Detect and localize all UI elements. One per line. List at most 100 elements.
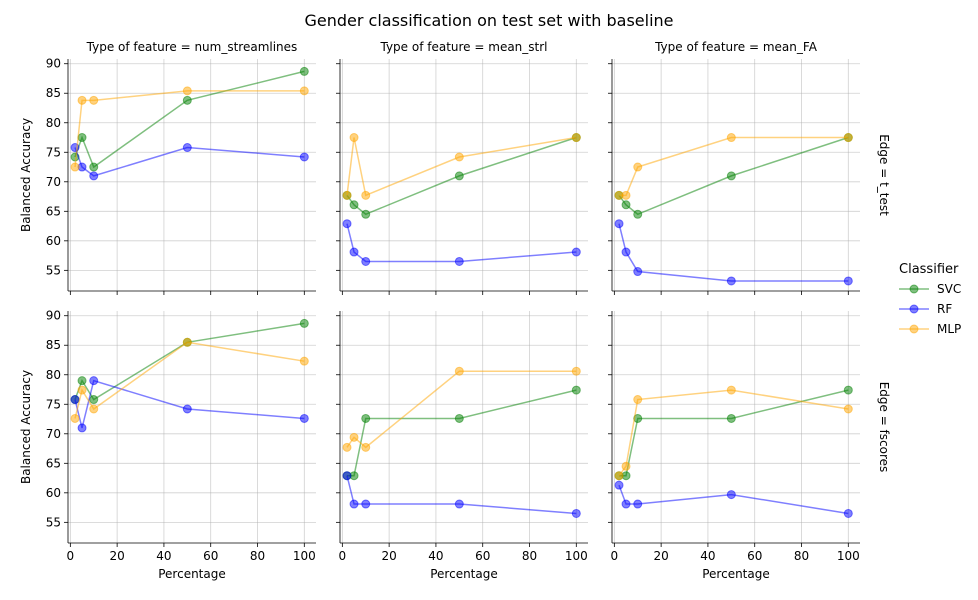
y-tick-label: 60 — [46, 234, 61, 248]
y-tick-label: 60 — [46, 486, 61, 500]
data-point-svc — [454, 413, 464, 423]
data-point-mlp — [361, 190, 371, 200]
data-point-rf — [571, 247, 581, 257]
x-axis-label: Percentage — [702, 567, 770, 581]
data-point-mlp — [89, 404, 99, 414]
data-point-mlp — [89, 95, 99, 105]
data-point-rf — [621, 499, 631, 509]
data-point-svc — [77, 133, 87, 143]
series-line-svc — [74, 70, 305, 169]
panel-title: Type of feature = num_streamlines — [86, 40, 298, 54]
legend-item-rf: RF — [899, 302, 952, 316]
data-point-rf — [182, 143, 192, 153]
data-point-mlp — [633, 395, 643, 405]
data-point-svc — [299, 318, 309, 328]
data-point-rf — [633, 499, 643, 509]
series-line-mlp — [619, 136, 849, 197]
legend: Classifier SVC RF MLP — [899, 262, 961, 336]
data-point-mlp — [726, 385, 736, 395]
x-tick-label: 20 — [653, 549, 668, 563]
data-point-mlp — [361, 442, 371, 452]
x-tick-label: 40 — [428, 549, 443, 563]
data-point-svc — [843, 385, 853, 395]
x-tick-label: 60 — [475, 549, 490, 563]
series-line-mlp — [346, 370, 577, 449]
y-axis-label: Balanced Accuracy — [19, 118, 33, 232]
panel-0: 55 60 65 70 75 80 85 90 Type of feature = num_st… — [19, 40, 316, 295]
data-point-svc — [454, 171, 464, 181]
data-point-rf — [454, 256, 464, 266]
series-line-rf — [618, 223, 849, 282]
data-point-svc — [77, 376, 87, 386]
panel-2: Type of feature = mean_FA Edge = t_test — [608, 40, 891, 295]
series-line-rf — [346, 223, 577, 263]
data-point-rf — [342, 471, 352, 481]
data-point-rf — [361, 256, 371, 266]
legend-item-mlp: MLP — [899, 322, 961, 336]
y-tick-label: 85 — [46, 338, 61, 352]
series-line-svc — [74, 322, 305, 401]
data-point-mlp — [621, 190, 631, 200]
panel-title: Type of feature = mean_strl — [379, 40, 547, 54]
y-tick-label: 70 — [46, 175, 61, 189]
series-line-mlp — [618, 389, 849, 477]
data-point-rf — [299, 152, 309, 162]
data-point-mlp — [571, 366, 581, 376]
data-point-svc — [726, 413, 736, 423]
data-point-rf — [349, 499, 359, 509]
panel-1: Type of feature = mean_strl — [336, 40, 588, 295]
data-point-rf — [726, 490, 736, 500]
x-tick-label: 100 — [837, 549, 860, 563]
data-point-svc — [89, 395, 99, 405]
y-tick-label: 90 — [46, 309, 61, 323]
data-point-rf — [621, 247, 631, 257]
x-tick-label: 0 — [339, 549, 347, 563]
data-point-rf — [571, 508, 581, 518]
data-point-mlp — [571, 133, 581, 143]
y-tick-label: 85 — [46, 86, 61, 100]
data-point-rf — [614, 480, 624, 490]
data-point-mlp — [299, 356, 309, 366]
legend-label: RF — [937, 302, 952, 316]
x-tick-label: 80 — [522, 549, 537, 563]
data-point-rf — [843, 276, 853, 286]
data-point-mlp — [349, 432, 359, 442]
series-line-svc — [347, 389, 577, 477]
legend-marker — [909, 304, 919, 314]
legend-label: MLP — [937, 322, 961, 336]
series-line-rf — [618, 484, 849, 515]
legend-label: SVC — [937, 282, 961, 296]
x-tick-label: 80 — [250, 549, 265, 563]
data-point-rf — [77, 423, 87, 433]
data-point-mlp — [349, 133, 359, 143]
data-point-mlp — [454, 366, 464, 376]
data-point-mlp — [70, 413, 80, 423]
y-tick-label: 75 — [46, 397, 61, 411]
data-point-rf — [342, 219, 352, 229]
data-point-svc — [349, 200, 359, 210]
data-point-rf — [70, 395, 80, 405]
figure-title: Gender classification on test set with b… — [304, 11, 673, 30]
y-tick-label: 75 — [46, 145, 61, 159]
x-axis-label: Percentage — [430, 567, 498, 581]
data-point-svc — [361, 209, 371, 219]
x-tick-label: 0 — [611, 549, 619, 563]
data-point-mlp — [342, 190, 352, 200]
data-point-svc — [633, 209, 643, 219]
panel-3: 0 20 40 60 80 100 55 60 65 70 75 80 85 90 Percentage Ba… — [19, 309, 316, 581]
panels: 55 60 65 70 75 80 85 90 Type of feature = num_st… — [19, 40, 891, 581]
x-tick-label: 80 — [794, 549, 809, 563]
data-point-mlp — [621, 461, 631, 471]
data-point-rf — [633, 267, 643, 277]
panel-4: 0 20 40 60 80 100 Percentage — [336, 311, 588, 581]
x-tick-label: 0 — [67, 549, 75, 563]
data-point-rf — [182, 404, 192, 414]
x-tick-label: 100 — [293, 549, 316, 563]
data-point-rf — [89, 376, 99, 386]
data-point-svc — [89, 162, 99, 172]
data-point-mlp — [726, 133, 736, 143]
data-point-rf — [726, 276, 736, 286]
x-tick-label: 20 — [109, 549, 124, 563]
data-point-svc — [182, 95, 192, 105]
data-point-svc — [726, 171, 736, 181]
